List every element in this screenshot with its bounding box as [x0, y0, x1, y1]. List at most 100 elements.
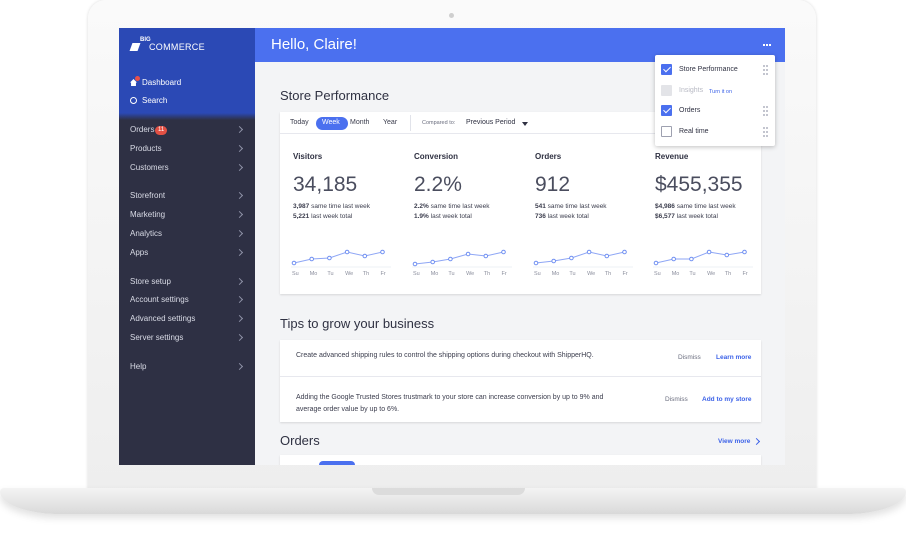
sparkline-line: [414, 251, 504, 265]
camera: [449, 13, 454, 18]
drag-handle[interactable]: [766, 106, 768, 108]
sparkline: [653, 249, 753, 268]
notification-dot: [135, 76, 140, 81]
drag-handle[interactable]: [766, 65, 768, 67]
day-label: We: [707, 271, 716, 277]
nav-item[interactable]: Analytics: [130, 229, 163, 238]
sparkline-point: [533, 260, 539, 266]
drag-handle[interactable]: [763, 73, 765, 75]
dismiss[interactable]: Dismiss: [665, 396, 688, 403]
metric-value: 912: [535, 173, 571, 196]
checkmark: [662, 106, 671, 114]
nav-item[interactable]: Storefront: [130, 191, 166, 201]
metric-label: Revenue: [655, 152, 689, 161]
compare-number: 3,987: [293, 203, 310, 210]
day-label: Fr: [742, 271, 748, 277]
checkbox: [661, 84, 672, 96]
nav-item[interactable]: Products: [130, 143, 162, 153]
sparkline: [412, 249, 512, 268]
drag-handle[interactable]: [766, 69, 768, 71]
day-label: Th: [362, 271, 370, 277]
sparkline-point: [483, 253, 489, 259]
sidebar: BIG COMMERCE Dashboard Search Orders 11 Produc…: [119, 28, 255, 465]
sparkline-point: [586, 249, 592, 255]
tab[interactable]: Year: [383, 119, 398, 126]
nav-item[interactable]: Search: [142, 96, 168, 105]
tab[interactable]: Today: [290, 119, 309, 126]
drag-handle[interactable]: [766, 127, 768, 129]
screen: BIG COMMERCE Dashboard Search Orders 11 Produc…: [119, 28, 785, 465]
more-dot[interactable]: [769, 44, 771, 46]
nav-item[interactable]: Apps: [130, 247, 149, 257]
nav-item[interactable]: Help: [130, 361, 147, 371]
sparkline-point: [465, 251, 471, 257]
compare-number: $6,577: [655, 213, 675, 220]
more-dot[interactable]: [766, 44, 768, 46]
checkbox[interactable]: [661, 64, 672, 75]
tip-action[interactable]: Learn more: [716, 354, 752, 361]
day-label: Th: [483, 271, 491, 277]
day-label: Mo: [430, 271, 439, 277]
metric-compare: 736 last week total: [535, 211, 589, 223]
day-label: Th: [724, 271, 732, 277]
sparkline: [291, 249, 391, 268]
tab-pill[interactable]: [319, 461, 355, 465]
view-more[interactable]: View more: [718, 438, 751, 445]
metric-value: $455,355: [655, 173, 743, 196]
drag-handle[interactable]: [763, 65, 765, 67]
section-title: Tips to grow your business: [280, 316, 435, 331]
checkbox[interactable]: [661, 105, 672, 117]
drag-handle[interactable]: [763, 135, 765, 137]
compared-label: Compared to:: [422, 120, 456, 126]
day-label: Mo: [671, 271, 680, 277]
compared-value[interactable]: Previous Period: [466, 119, 516, 126]
sparkline-point: [653, 260, 659, 266]
metric-value: 2.2%: [414, 173, 462, 196]
more-dot[interactable]: [763, 44, 765, 46]
tips-card: Create advanced shipping rules to contro…: [280, 340, 761, 422]
drag-handle[interactable]: [763, 106, 765, 108]
checkbox[interactable]: [661, 126, 672, 138]
nav-item[interactable]: Server settings: [130, 333, 184, 342]
nav-item[interactable]: Marketing: [130, 210, 166, 220]
nav-item[interactable]: Orders: [130, 125, 155, 134]
caret[interactable]: [522, 122, 528, 126]
drag-handle[interactable]: [766, 114, 768, 116]
day-label: Su: [413, 271, 420, 277]
drag-handle[interactable]: [763, 110, 765, 112]
drag-handle[interactable]: [766, 131, 768, 133]
nav-item[interactable]: Advanced settings: [130, 314, 196, 324]
menu-item[interactable]: Real time: [679, 128, 709, 136]
menu-item[interactable]: Orders: [679, 107, 701, 115]
tip-action[interactable]: Add to my store: [702, 396, 752, 403]
section-title: Store Performance: [280, 88, 390, 103]
drag-handle[interactable]: [766, 135, 768, 137]
metric-label: Orders: [535, 152, 562, 161]
tab-pill[interactable]: [316, 117, 348, 130]
tab[interactable]: Week: [322, 119, 340, 126]
menu-action[interactable]: Turn it on: [709, 88, 733, 95]
sparkline-point: [569, 255, 574, 261]
drag-handle[interactable]: [763, 69, 765, 71]
sparkline-point: [430, 259, 436, 265]
drag-handle[interactable]: [763, 114, 765, 116]
drag-handle[interactable]: [766, 73, 768, 75]
drag-handle[interactable]: [763, 131, 765, 133]
nav-item[interactable]: Store setup: [130, 276, 171, 286]
metric-compare: 5,221 last week total: [293, 211, 352, 223]
menu-item[interactable]: Store Performance: [679, 66, 738, 73]
drag-handle[interactable]: [763, 127, 765, 129]
sparkline-point: [448, 256, 453, 262]
compare-number: 541: [535, 203, 546, 210]
drag-handle[interactable]: [766, 110, 768, 112]
nav-item[interactable]: Dashboard: [142, 78, 182, 87]
sparkline-point: [380, 249, 385, 255]
nav-item[interactable]: Customers: [130, 162, 169, 172]
compare-number: 5,221: [293, 213, 310, 220]
tip-text: Adding the Google Trusted Stores trustma…: [296, 394, 604, 413]
nav-item[interactable]: Account settings: [130, 295, 189, 305]
dismiss[interactable]: Dismiss: [678, 354, 701, 361]
day-label: Su: [654, 271, 661, 277]
tab[interactable]: Month: [350, 119, 370, 126]
